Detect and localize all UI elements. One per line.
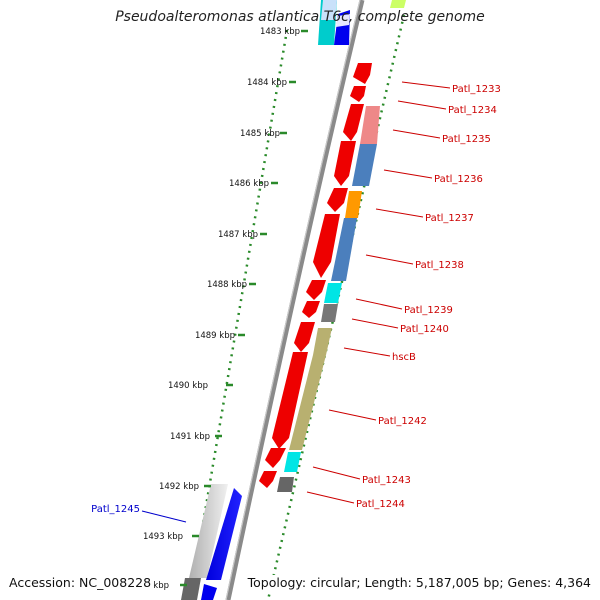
genome-backbone-highlight	[225, 0, 361, 600]
gene-arrow-1238	[313, 214, 340, 278]
annotation-bars	[277, 106, 380, 492]
gene-label[interactable]: Patl_1242	[378, 416, 427, 427]
gene-label[interactable]: Patl_1240	[400, 324, 449, 335]
scale-tick-label: 1487 kbp	[218, 230, 258, 240]
forward-strand-genes	[259, 63, 372, 488]
gene-label-leader	[365, 254, 414, 265]
gene-label-leader	[375, 208, 424, 218]
gene-label[interactable]: Patl_1236	[434, 174, 483, 185]
gene-label[interactable]: Patl_1245	[91, 504, 140, 515]
gene-label[interactable]: Patl_1239	[404, 305, 453, 316]
genome-title: Pseudoalteromonas atlantica T6c, complet…	[115, 9, 485, 25]
gene-label-leader	[401, 81, 451, 89]
gene-label-leader	[328, 409, 377, 421]
accession-text: Accession: NC_008228	[9, 575, 152, 590]
gene-label[interactable]: Patl_1234	[448, 105, 497, 116]
topology-text: Topology: circular; Length: 5,187,005 bp…	[247, 575, 591, 590]
gene-arrow-1242	[272, 352, 308, 449]
gene-arrow-1234	[350, 86, 366, 102]
scale-tick-label: 1483 kbp	[260, 27, 300, 37]
genome-backbone	[225, 0, 365, 600]
gene-arrow-1239	[306, 280, 326, 300]
feature-1245-grey	[189, 484, 228, 578]
gene-label[interactable]: Patl_1237	[425, 213, 474, 224]
gene-label-leader	[397, 100, 447, 110]
feature-top-cyan	[318, 0, 337, 45]
gene-arrow-1233	[353, 63, 372, 84]
feature-top-lime	[390, 0, 406, 8]
gene-arrow-1236	[334, 141, 356, 186]
gene-label[interactable]: Patl_1238	[415, 260, 464, 271]
gene-label-leader	[312, 466, 361, 480]
scale-tick-label: 1490 kbp	[168, 381, 208, 391]
gene-labels: Patl_1233 Patl_1234 Patl_1235 Patl_1236 Patl…	[91, 81, 501, 523]
feature-bottom-grey	[181, 578, 201, 600]
scale-tick-label: 1493 kbp	[143, 532, 183, 542]
gene-arrow-hscB	[294, 322, 315, 352]
gene-label-leader	[141, 510, 187, 523]
scale-tick-label: 1488 kbp	[207, 280, 247, 290]
gene-arrow-1240	[302, 301, 320, 318]
feature-bottom-blue	[201, 584, 217, 600]
scale-tick-label: 1492 kbp	[159, 482, 199, 492]
scale-tick-label: 1485 kbp	[240, 129, 280, 139]
scale-ticks: 1483 kbp 1484 kbp 1485 kbp 1486 kbp 1487 kbp…	[129, 27, 308, 591]
gene-label-leader	[355, 298, 403, 310]
scale-tick-label: 1491 kbp	[170, 432, 210, 442]
gene-label[interactable]: Patl_1233	[452, 84, 501, 95]
gene-label-leader	[383, 169, 433, 179]
feature-top-blue	[334, 10, 350, 45]
gene-label-leader	[351, 318, 399, 329]
gene-arrow-1237	[327, 188, 348, 212]
scale-tick-label: 1489 kbp	[195, 331, 235, 341]
gene-label[interactable]: Patl_1243	[362, 475, 411, 486]
gene-label[interactable]: hscB	[392, 352, 416, 363]
gene-arrow-1235	[343, 104, 364, 141]
gene-label-leader	[343, 347, 391, 357]
gene-arrow-1244	[259, 471, 277, 488]
gene-arrow-1243	[265, 448, 286, 468]
scale-tick-label: 1486 kbp	[229, 179, 269, 189]
gene-label[interactable]: Patl_1235	[442, 134, 491, 145]
gene-label-leader	[392, 129, 441, 139]
gene-label[interactable]: Patl_1244	[356, 499, 405, 510]
scale-tick-label: 1484 kbp	[247, 78, 287, 88]
gene-label-leader	[306, 491, 355, 504]
feature-1245-blue	[206, 488, 242, 580]
